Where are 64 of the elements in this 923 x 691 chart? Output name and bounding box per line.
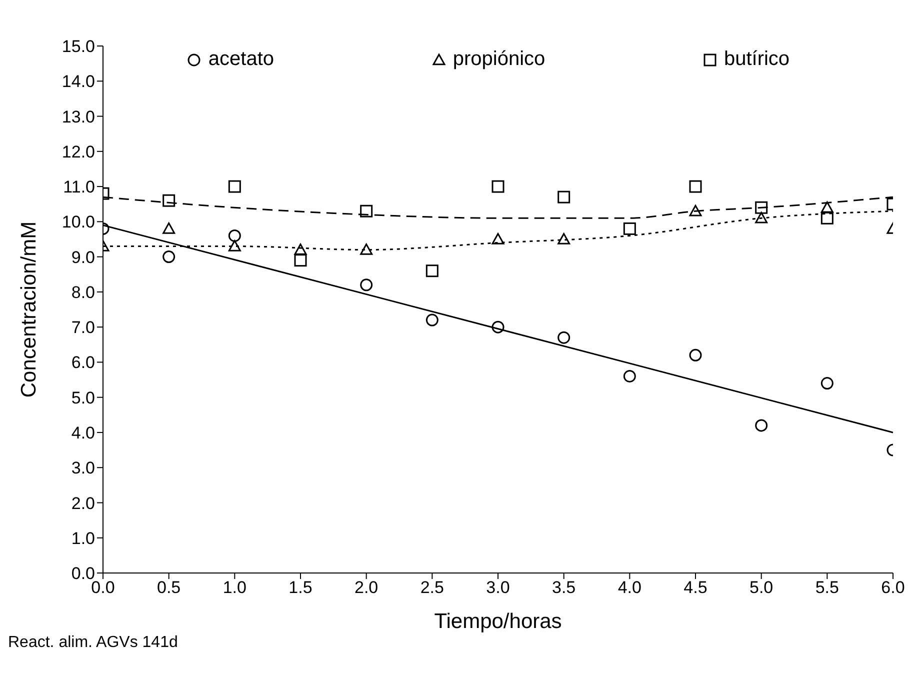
point (162, 222, 176, 234)
x-tick-label: 2.5 (420, 578, 444, 598)
point (492, 320, 504, 334)
point (689, 180, 702, 193)
y-axis-title: Concentracion/mM (17, 221, 40, 398)
y-tick-label: 2.0 (71, 494, 95, 513)
y-tick-label: 9.0 (71, 248, 95, 267)
y-tick-label: 4.0 (71, 424, 95, 442)
y-tick-label: 12.0 (62, 142, 95, 162)
point (558, 331, 570, 344)
x-tick-label: 4.5 (684, 578, 708, 598)
x-tick-label: 6.0 (881, 578, 905, 598)
y-tick-label: 15.0 (62, 37, 95, 56)
legend-label: acetato (208, 48, 274, 71)
point (360, 244, 373, 255)
point (294, 254, 307, 267)
point (228, 240, 241, 252)
point (228, 229, 241, 242)
legend-label: butírico (724, 48, 790, 71)
point (689, 204, 702, 216)
point (426, 264, 438, 278)
y-tick-label: 3.0 (71, 458, 95, 478)
point (162, 250, 176, 264)
x-tick-label: 1.5 (288, 578, 312, 598)
x-tick-label: 3.5 (552, 578, 576, 598)
legend-label: propiónico (452, 48, 546, 71)
point (228, 180, 241, 193)
point (820, 377, 834, 390)
x-tick-label: 0.5 (157, 578, 181, 598)
x-tick-label: 3.0 (486, 578, 510, 598)
y-tick-label: 1.0 (71, 528, 95, 548)
point (820, 212, 834, 224)
text: React. alim. AGVs 141d (8, 634, 179, 652)
point (755, 201, 768, 214)
point (623, 370, 636, 383)
y-tick-label: 7.0 (71, 318, 95, 338)
point (558, 232, 570, 244)
y-tick-label: 13.0 (62, 107, 95, 126)
point (558, 190, 570, 204)
y-tick-label: 5.0 (71, 388, 95, 408)
point (820, 201, 834, 213)
y-tick-label: 14.0 (62, 72, 95, 92)
point (623, 222, 636, 235)
point (426, 314, 438, 326)
y-tick-label: 8.0 (71, 282, 95, 302)
y-tick-label: 11.0 (63, 178, 95, 197)
point (755, 419, 768, 432)
point (294, 244, 307, 255)
point (492, 232, 504, 244)
point (492, 180, 504, 193)
x-tick-label: 1.0 (222, 578, 246, 598)
x-tick-label: 2.0 (354, 578, 378, 598)
x-tick-label: 4.0 (618, 578, 642, 598)
x-axis-title: Tiempo/horas (434, 610, 562, 633)
point (689, 348, 702, 362)
y-tick-label: 10.0 (62, 212, 95, 232)
y-tick-label: 6.0 (71, 353, 95, 372)
point (360, 278, 373, 292)
point (360, 204, 373, 218)
x-tick-label: 5.5 (815, 578, 839, 598)
x-tick-label: 5.0 (750, 578, 774, 598)
point (755, 212, 768, 224)
x-tick-label: 0.0 (91, 578, 115, 598)
point (162, 194, 176, 207)
